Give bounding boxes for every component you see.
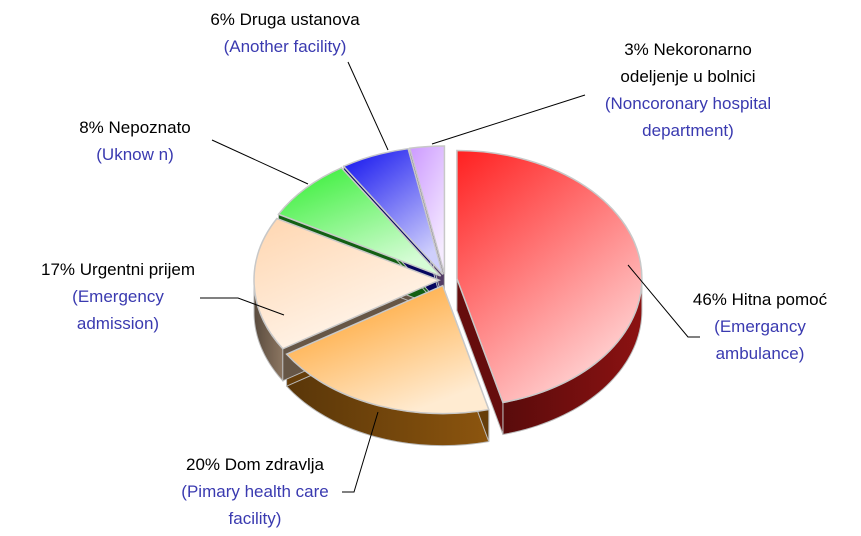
slice xyxy=(253,217,441,350)
leader-line xyxy=(627,264,700,338)
translation-label: (Emergency admission) xyxy=(72,287,164,333)
slice-label: 8% Nepoznato (Uknow n) xyxy=(15,114,255,168)
label-line: 3% Nekoronarno odeljenje u bolnici xyxy=(588,36,788,90)
slice xyxy=(285,284,490,415)
value-label: 8% xyxy=(79,118,104,137)
label-line: 6% Druga ustanova xyxy=(175,6,395,33)
category-label: Nepoznato xyxy=(108,118,191,137)
translation-label: (Noncoronary hospital department) xyxy=(604,94,772,140)
slice xyxy=(456,149,643,404)
translation-label: (Another facility) xyxy=(223,37,347,56)
category-label: Urgentni prijem xyxy=(79,260,196,279)
category-label: Druga ustanova xyxy=(239,10,360,29)
leader-line xyxy=(200,297,285,316)
slice-label: 17% Urgentni prijem (Emergency admission) xyxy=(0,256,238,337)
slice-label: 46% Hitna pomoć (Emergancy ambulance) xyxy=(640,286,861,367)
value-label: 3% xyxy=(624,40,649,59)
leader-line xyxy=(342,411,379,493)
value-label: 6% xyxy=(210,10,235,29)
category-label: Dom zdravlja xyxy=(224,455,324,474)
slice xyxy=(277,166,442,277)
leader-line xyxy=(431,94,586,145)
slice-label: 3% Nekoronarno odeljenje u bolnici (Nonco… xyxy=(568,36,808,144)
slice xyxy=(408,145,446,275)
slice-label: 20% Dom zdravlja (Pimary health care faci… xyxy=(135,451,375,532)
value-label: 20% xyxy=(186,455,221,474)
translation-label: (Uknow n) xyxy=(96,145,174,164)
label-line: 8% Nepoznato xyxy=(35,114,235,141)
translation-label: (Emergancy ambulance) xyxy=(714,317,806,363)
value-label: 17% xyxy=(40,260,76,279)
leader-line xyxy=(347,61,389,151)
category-label: Nekoronarno odeljenje u bolnici xyxy=(620,40,756,86)
label-line: 46% Hitna pomoć xyxy=(660,286,860,313)
label-line: 17% Urgentni prijem xyxy=(8,256,228,283)
translation-label: (Pimary health care facility) xyxy=(181,482,329,528)
label-line: 20% Dom zdravlja xyxy=(155,451,355,478)
leader-line xyxy=(211,139,309,185)
slice-label: 6% Druga ustanova (Another facility) xyxy=(165,6,405,60)
value-label: 46% xyxy=(692,290,727,309)
category-label: Hitna pomoć xyxy=(731,290,828,309)
slice xyxy=(342,147,444,275)
